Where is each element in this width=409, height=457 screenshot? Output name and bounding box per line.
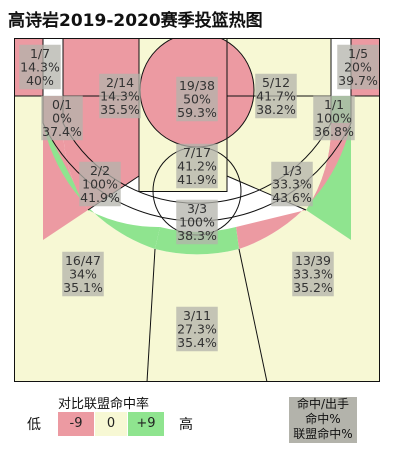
zone-label-fg: 7/17 [183,145,211,160]
legend-title: 对比联盟命中率 [58,397,150,412]
zone-label-fg: 3/11 [183,308,211,323]
zone-label-fg: 1/1 [324,97,344,112]
zone-label-fg: 5/12 [262,75,290,90]
key-line-pct: 命中% [305,412,341,426]
zone-label-pct: 41.2% [177,158,217,173]
zone-label-fg: 0/1 [52,97,72,112]
zone-label-pct: 100% [316,110,352,125]
legend-low-label: 低 [27,417,41,433]
zone-label-league: 39.7% [338,73,378,88]
zone-label-bg [176,76,218,122]
zone-label-league: 38.2% [256,102,296,117]
zone-label-pct: 100% [179,214,215,229]
zone-label-bg [41,95,83,141]
zone-label-bg [176,199,218,245]
legend-high-label: 高 [179,417,193,433]
zone-label-pct: 20% [344,59,372,74]
key-line-league: 联盟命中% [293,427,353,441]
zone-label-right-elbow-midrange: 1/333.3%43.6% [271,161,313,207]
zone-label-fg: 16/47 [65,253,101,268]
zone-divider [146,248,156,382]
zone-label-pct: 50% [183,91,211,106]
zone-label-fg: 13/39 [295,253,331,268]
zone-label-fg: 2/14 [106,75,134,90]
zone-label-fg: 3/3 [187,201,207,216]
zone-label-league: 36.8% [314,124,354,139]
zone-label-bg [19,44,61,90]
zone-label-bg [99,73,141,119]
zone-label-bg [255,73,297,119]
legend-chip-cold: -9 [58,412,94,436]
zone-label-fg: 1/5 [348,46,368,61]
zone-label-bg [292,251,334,297]
zone-label-pct: 14.3% [20,59,60,74]
zone-label-right-corner-three: 1/520%39.7% [337,44,379,90]
zone-label-fg: 1/3 [282,163,302,178]
chart-title: 高诗岩2019-2020赛季投篮热图 [8,11,263,31]
zone-label-pct: 41.7% [256,88,296,103]
zone-label-league: 40% [26,73,54,88]
zone-label-pct: 0% [52,110,72,125]
zone-label-pct: 33.3% [293,266,333,281]
zone-label-bg [313,95,355,141]
zone-label-pct: 14.3% [100,88,140,103]
zone-label-fg: 19/38 [179,78,215,93]
zone-divider [238,248,268,382]
zone-label-league: 37.4% [42,124,82,139]
zone-label-league: 59.3% [177,105,217,120]
zone-label-bg [271,161,313,207]
zone-label-league: 41.9% [80,190,120,205]
zone-label-fg: 1/7 [30,46,50,61]
zone-label-bg [176,306,218,352]
zone-label-league: 35.5% [100,102,140,117]
zone-label-bg [337,44,379,90]
zone-label-league: 35.4% [177,335,217,350]
zone-label-pct: 34% [69,266,97,281]
zone-label-league: 35.1% [63,280,103,295]
zone-label-bg [62,251,104,297]
zone-label-league: 38.3% [177,228,217,243]
zone-label-pct: 33.3% [272,176,312,191]
zone-label-league: 41.9% [177,172,217,187]
key-line-fg: 命中/出手 [296,397,350,411]
zone-label-pct: 27.3% [177,321,217,336]
legend-chip-hot: +9 [128,412,164,436]
zone-label-bg [176,143,218,189]
zone-label-league: 35.2% [293,280,333,295]
label-key-box: 命中/出手 命中% 联盟命中% [289,397,357,443]
zone-label-bg [79,161,121,207]
zone-label-pct: 100% [82,176,118,191]
zone-label-left-baseline-midrange: 0/10%37.4% [41,95,83,141]
zone-label-league: 43.6% [272,190,312,205]
zone-label-left-corner-three: 1/714.3%40% [19,44,61,90]
legend-chip-neutral: 0 [95,412,127,436]
zone-left-elbow-midrange [43,123,160,249]
zone-label-fg: 2/2 [90,163,110,178]
